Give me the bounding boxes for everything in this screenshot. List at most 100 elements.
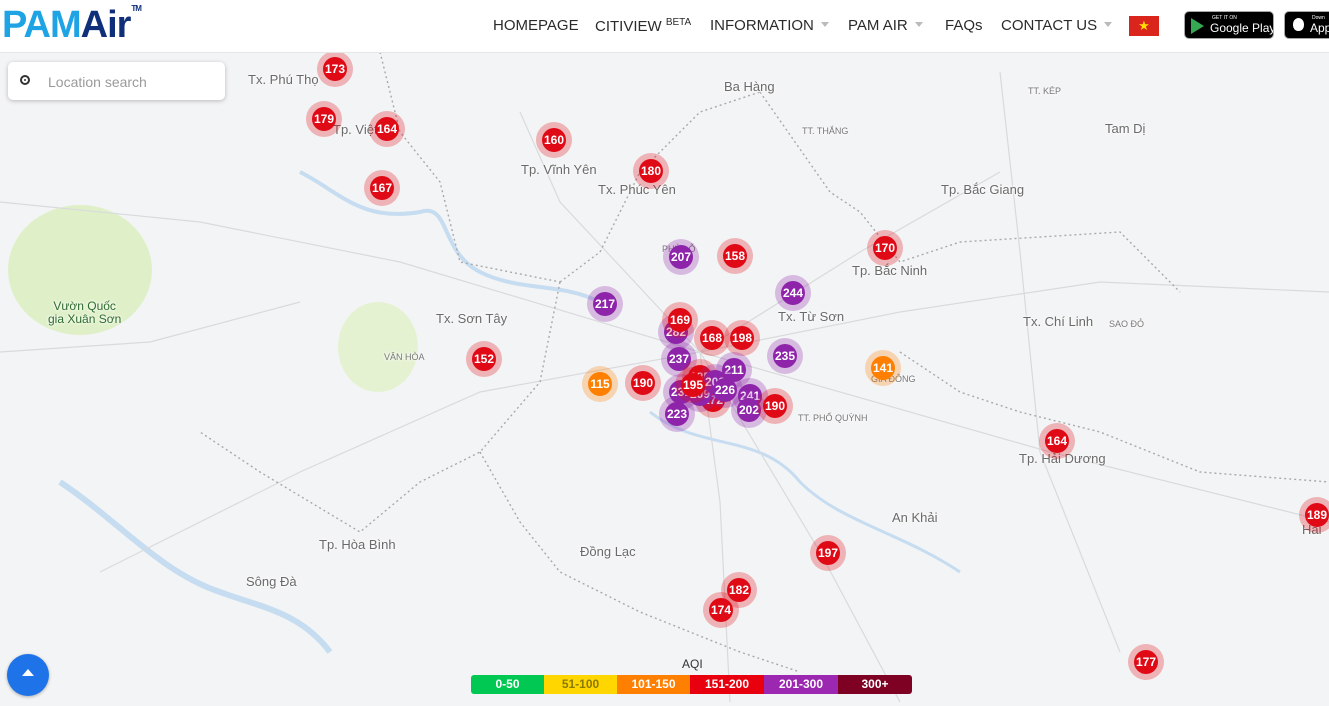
place-label: Tx. Phúc Yên [598, 182, 676, 197]
scroll-top-button[interactable] [7, 654, 49, 696]
aqi-marker[interactable]: 179 [312, 107, 336, 131]
road-network [0, 71, 1329, 703]
aqi-marker[interactable]: 202 [737, 398, 761, 422]
aqi-marker[interactable]: 195 [681, 373, 705, 397]
river [649, 410, 961, 574]
place-label: Tp. Việt [333, 122, 378, 137]
aqi-marker[interactable]: 198 [730, 326, 754, 350]
arrow-up-icon [22, 669, 34, 676]
river-song-da [58, 479, 333, 654]
place-label: Vườn Quốc gia Xuân Sơn [48, 299, 122, 326]
place-label: Tam Dị [1105, 121, 1146, 136]
nav-homepage-label: HOMEPAGE [493, 17, 579, 34]
nav-pam-air[interactable]: PAM AIR [848, 17, 923, 34]
aqi-marker[interactable]: 169 [668, 308, 692, 332]
aqi-marker[interactable]: 164 [1045, 429, 1069, 453]
aqi-marker[interactable]: 141 [871, 356, 895, 380]
aqi-marker[interactable]: 180 [639, 159, 663, 183]
river [299, 170, 601, 304]
aqi-marker[interactable]: 174 [709, 598, 733, 622]
aqi-marker[interactable]: 167 [370, 176, 394, 200]
chevron-down-icon [1104, 21, 1113, 27]
place-label: Đồng Lạc [580, 544, 636, 559]
aqi-marker[interactable]: 173 [323, 57, 347, 81]
aqi-marker[interactable]: 158 [723, 244, 747, 268]
nav-information[interactable]: INFORMATION [710, 17, 829, 34]
chevron-down-icon [820, 21, 829, 27]
aqi-marker[interactable]: 190 [631, 371, 655, 395]
vietnam-flag-icon[interactable]: ★ [1129, 16, 1159, 36]
aqi-marker[interactable]: 182 [727, 578, 751, 602]
place-label: Tp. Vĩnh Yên [521, 162, 597, 177]
place-label: GIA ĐÔNG [871, 374, 916, 384]
nav-information-label: INFORMATION [710, 17, 814, 34]
aqi-marker[interactable]: 170 [873, 236, 897, 260]
place-label: TT. PHỐ QUỲNH [798, 413, 868, 423]
chevron-down-icon [914, 21, 923, 27]
app-store-label: App [1310, 21, 1329, 35]
park-area [8, 205, 152, 335]
air-quality-map[interactable]: Tx. Phú Thọ Tp. Việt Tp. Vĩnh Yên Tx. Phúc … [0, 52, 1329, 706]
location-search-box [8, 62, 225, 100]
google-play-small-text: GET IT ON [1212, 15, 1237, 21]
place-label: An Khải [892, 510, 938, 525]
aqi-marker[interactable]: 152 [472, 347, 496, 371]
google-play-badge[interactable]: GET IT ON Google Play [1184, 11, 1274, 39]
google-play-label: Google Play [1210, 21, 1274, 35]
aqi-marker[interactable]: 160 [542, 128, 566, 152]
province-borders [199, 52, 1329, 673]
aqi-legend-item: 300+ [838, 675, 912, 694]
aqi-marker[interactable]: 235 [773, 344, 797, 368]
aqi-marker[interactable]: 164 [375, 117, 399, 141]
place-label: Tx. Từ Sơn [778, 309, 845, 324]
logo-air: Air [80, 4, 132, 46]
aqi-marker[interactable]: 115 [588, 372, 612, 396]
map-base-layer [0, 52, 1329, 703]
aqi-legend-item: 101-150 [617, 675, 690, 694]
aqi-marker[interactable]: 226 [713, 378, 737, 402]
aqi-legend-item: 151-200 [690, 675, 764, 694]
nav-citiview-label: CITIVIEW [595, 18, 662, 35]
place-label: Tp. Hải Dương [1019, 451, 1106, 466]
aqi-legend-item: 201-300 [764, 675, 838, 694]
nav-citiview[interactable]: CITIVIEW BETA [595, 17, 691, 35]
place-label: Tx. Chí Linh [1023, 314, 1094, 329]
location-search-input[interactable] [46, 70, 220, 94]
aqi-marker[interactable]: 177 [1134, 650, 1158, 674]
logo-pam: PAM [2, 4, 82, 46]
place-label: Tx. Phú Thọ [248, 72, 319, 87]
nav-faqs-label: FAQs [945, 17, 983, 34]
aqi-marker[interactable]: 197 [816, 541, 840, 565]
nav-contact-us-label: CONTACT US [1001, 17, 1098, 34]
aqi-marker[interactable]: 237 [667, 347, 691, 371]
nav-faqs[interactable]: FAQs [945, 17, 983, 34]
aqi-marker[interactable]: 223 [665, 402, 689, 426]
place-label: Tx. Sơn Tây [436, 311, 508, 326]
google-play-icon [1191, 18, 1204, 34]
place-label: Sông Đà [246, 574, 297, 589]
aqi-marker[interactable]: 244 [781, 281, 805, 305]
aqi-legend-item: 51-100 [544, 675, 617, 694]
place-label: SAO ĐỎ [1109, 319, 1145, 329]
aqi-marker[interactable]: 189 [1305, 503, 1329, 527]
place-label: Tp. Bắc Ninh [852, 263, 928, 278]
pamair-logo[interactable]: PAMAirTM [2, 4, 142, 55]
park-area [338, 302, 418, 392]
aqi-marker[interactable]: 190 [763, 394, 787, 418]
place-label: Ba Hàng [724, 79, 775, 94]
aqi-marker[interactable]: 207 [669, 245, 693, 269]
flag-star: ★ [1138, 18, 1150, 33]
aqi-marker[interactable]: 217 [593, 292, 617, 316]
place-label: VÂN HÒA [384, 352, 425, 362]
top-header: PAMAirTM HOMEPAGE CITIVIEW BETA INFORMAT… [0, 0, 1329, 53]
nav-contact-us[interactable]: CONTACT US [1001, 17, 1113, 34]
nav-homepage[interactable]: HOMEPAGE [493, 17, 579, 34]
aqi-marker[interactable]: 168 [700, 326, 724, 350]
aqi-legend-item: 0-50 [471, 675, 544, 694]
app-store-badge[interactable]: Down App [1284, 11, 1329, 39]
nav-pam-air-label: PAM AIR [848, 17, 908, 34]
aqi-legend-title: AQI [682, 657, 703, 671]
locate-me-icon[interactable] [20, 75, 30, 85]
place-label: TT. THẮNG [802, 126, 849, 136]
apple-icon [1293, 18, 1304, 31]
